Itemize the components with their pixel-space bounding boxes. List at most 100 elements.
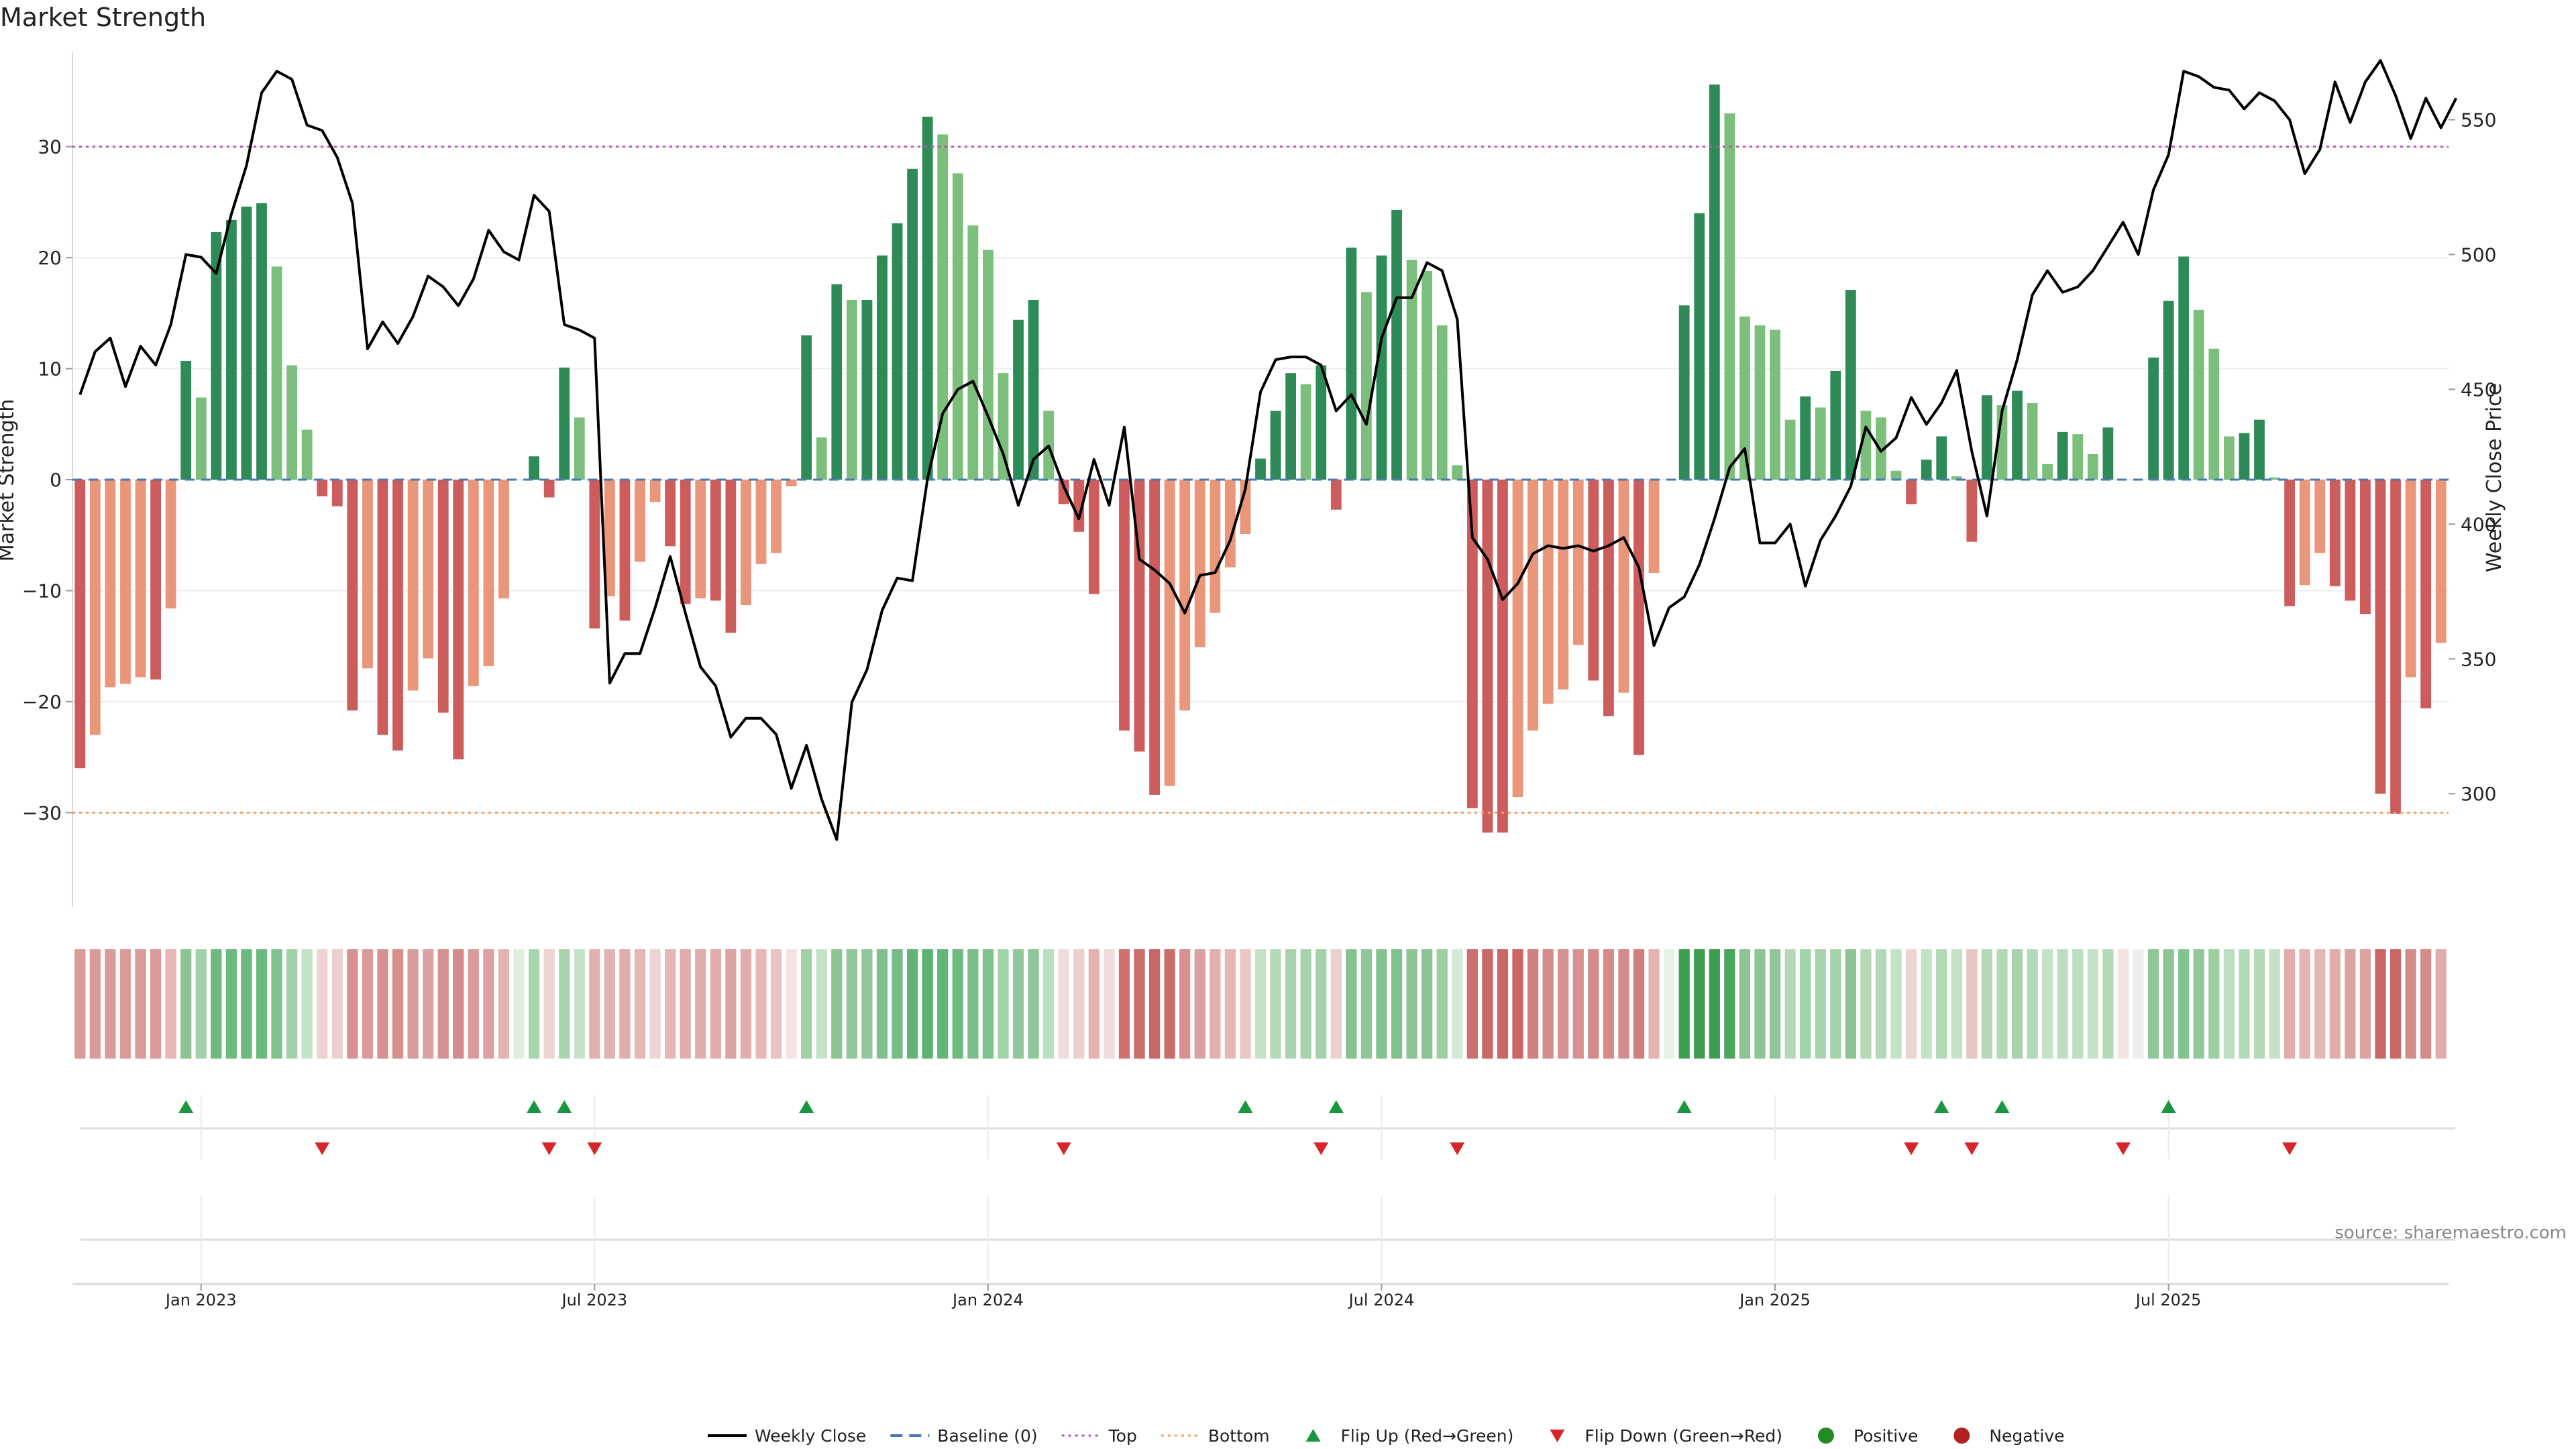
strength-bar — [2329, 480, 2341, 586]
strength-bar — [2390, 480, 2401, 814]
strength-bar — [180, 360, 192, 480]
heatmap-cell — [1224, 949, 1236, 1059]
heatmap-cell — [1633, 949, 1645, 1059]
strength-bar — [1618, 480, 1629, 693]
strength-bar — [2284, 480, 2296, 606]
heatmap-cell — [2420, 949, 2432, 1059]
strength-bar — [2375, 480, 2386, 794]
heatmap-cell — [589, 949, 600, 1059]
heatmap-cell — [407, 949, 419, 1059]
strength-bar — [195, 397, 207, 480]
strength-bar — [786, 480, 797, 486]
heatmap-cell — [1270, 949, 1281, 1059]
strength-bar — [1982, 395, 1992, 480]
strength-bar — [135, 480, 146, 678]
chart-title: Market Strength — [0, 3, 207, 32]
heatmap-cell — [1830, 949, 1841, 1059]
strength-bar — [2178, 256, 2190, 480]
strength-bar — [1951, 476, 1962, 480]
strength-bar — [2027, 402, 2038, 480]
heatmap-cell — [1739, 949, 1751, 1059]
x-tick-label: Jul 2025 — [2135, 1291, 2202, 1309]
strength-bar — [423, 480, 434, 659]
heatmap-cell — [1754, 949, 1766, 1059]
strength-bar — [1240, 480, 1251, 535]
heatmap-cell — [165, 949, 176, 1059]
flip-up-marker — [1934, 1100, 1949, 1113]
strength-bar — [2223, 436, 2235, 480]
strength-bar — [1906, 480, 1917, 504]
strength-bar — [2345, 480, 2356, 601]
strength-bar — [483, 480, 494, 666]
strength-bar — [1709, 84, 1720, 480]
strength-bar — [1860, 411, 1872, 480]
heatmap-cell — [1588, 949, 1599, 1059]
strength-bar — [1194, 480, 1205, 647]
heatmap-cell — [392, 949, 404, 1059]
heatmap-cell — [2163, 949, 2174, 1059]
strength-bar — [1406, 260, 1417, 480]
heatmap-cell — [498, 949, 510, 1059]
heatmap-cell — [468, 949, 479, 1059]
strength-bar — [362, 480, 373, 669]
strength-bar — [2420, 480, 2432, 708]
axes: −30 −20 −10 0 10 20 30 300 350 400 450 500 550 — [22, 52, 2496, 907]
heatmap-cell — [1845, 949, 1856, 1059]
heatmap-cell — [483, 949, 494, 1059]
heatmap-cell — [1875, 949, 1887, 1059]
legend-label: Positive — [1854, 1426, 1918, 1446]
strength-bar — [2012, 390, 2023, 480]
heatmap-cell — [135, 949, 146, 1059]
strength-bar — [619, 480, 631, 621]
heatmap-cell — [301, 949, 313, 1059]
strength-bar — [710, 480, 721, 601]
strength-bar — [741, 480, 751, 605]
heatmap-cell — [1194, 949, 1205, 1059]
heatmap-cell — [180, 949, 192, 1059]
heatmap-cell — [2147, 949, 2159, 1059]
strength-bar — [1527, 480, 1538, 731]
heatmap-cell — [1012, 949, 1024, 1059]
heatmap-cell — [1088, 949, 1099, 1059]
heatmap-cell — [1603, 949, 1615, 1059]
flip-up-marker — [178, 1100, 194, 1113]
heatmap-cell — [1784, 949, 1796, 1059]
strength-bar — [2072, 434, 2084, 480]
heatmap-cell — [1254, 949, 1267, 1059]
strength-bar — [1648, 480, 1660, 573]
strength-bar — [1452, 465, 1463, 480]
heatmap-cell — [922, 949, 933, 1059]
heatmap-cell — [225, 949, 237, 1059]
heatmap-cell — [861, 949, 873, 1059]
strength-bar — [1800, 396, 1811, 480]
heatmap-cell — [816, 949, 827, 1059]
y-tick-label: 30 — [38, 136, 62, 158]
heatmap-cell — [1452, 949, 1463, 1059]
heatmap-cell — [649, 949, 661, 1059]
strength-bar — [755, 480, 767, 564]
y-right-tick-label: 300 — [2461, 783, 2496, 805]
heatmap-cell — [619, 949, 631, 1059]
heatmap-cell — [74, 949, 86, 1059]
source-note: source: sharemaestro.com — [2334, 1223, 2567, 1243]
heatmap-cell — [1300, 949, 1311, 1059]
strength-bar — [1149, 480, 1160, 795]
heatmap-cell — [1558, 949, 1569, 1059]
heatmap-cell — [2329, 949, 2341, 1059]
heatmap-cell — [1618, 949, 1629, 1059]
heatmap-cell — [1860, 949, 1872, 1059]
heatmap-cell — [1694, 949, 1705, 1059]
strength-bars — [74, 84, 2447, 833]
heatmap-cell — [2299, 949, 2310, 1059]
weekly-close-line-path — [78, 59, 2458, 841]
heatmap-cell — [2359, 949, 2371, 1059]
strength-bar — [907, 168, 918, 480]
strength-bar — [574, 417, 585, 480]
flip-up-marker — [1676, 1100, 1692, 1113]
strength-bar — [1361, 292, 1372, 480]
heatmap-cell — [846, 949, 857, 1059]
heatmap-cell — [982, 949, 994, 1059]
legend-flip-up-swatch — [1305, 1429, 1321, 1442]
heatmap-cell — [437, 949, 449, 1059]
heatmap-cell — [1073, 949, 1085, 1059]
